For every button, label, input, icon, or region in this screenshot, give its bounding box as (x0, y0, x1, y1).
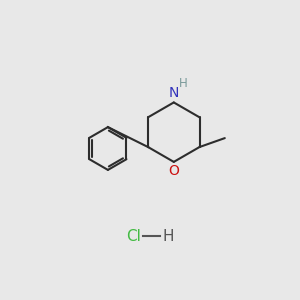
Text: H: H (179, 77, 188, 90)
Text: Cl: Cl (126, 229, 141, 244)
Text: H: H (163, 229, 174, 244)
Text: O: O (168, 164, 179, 178)
Text: N: N (169, 86, 179, 100)
